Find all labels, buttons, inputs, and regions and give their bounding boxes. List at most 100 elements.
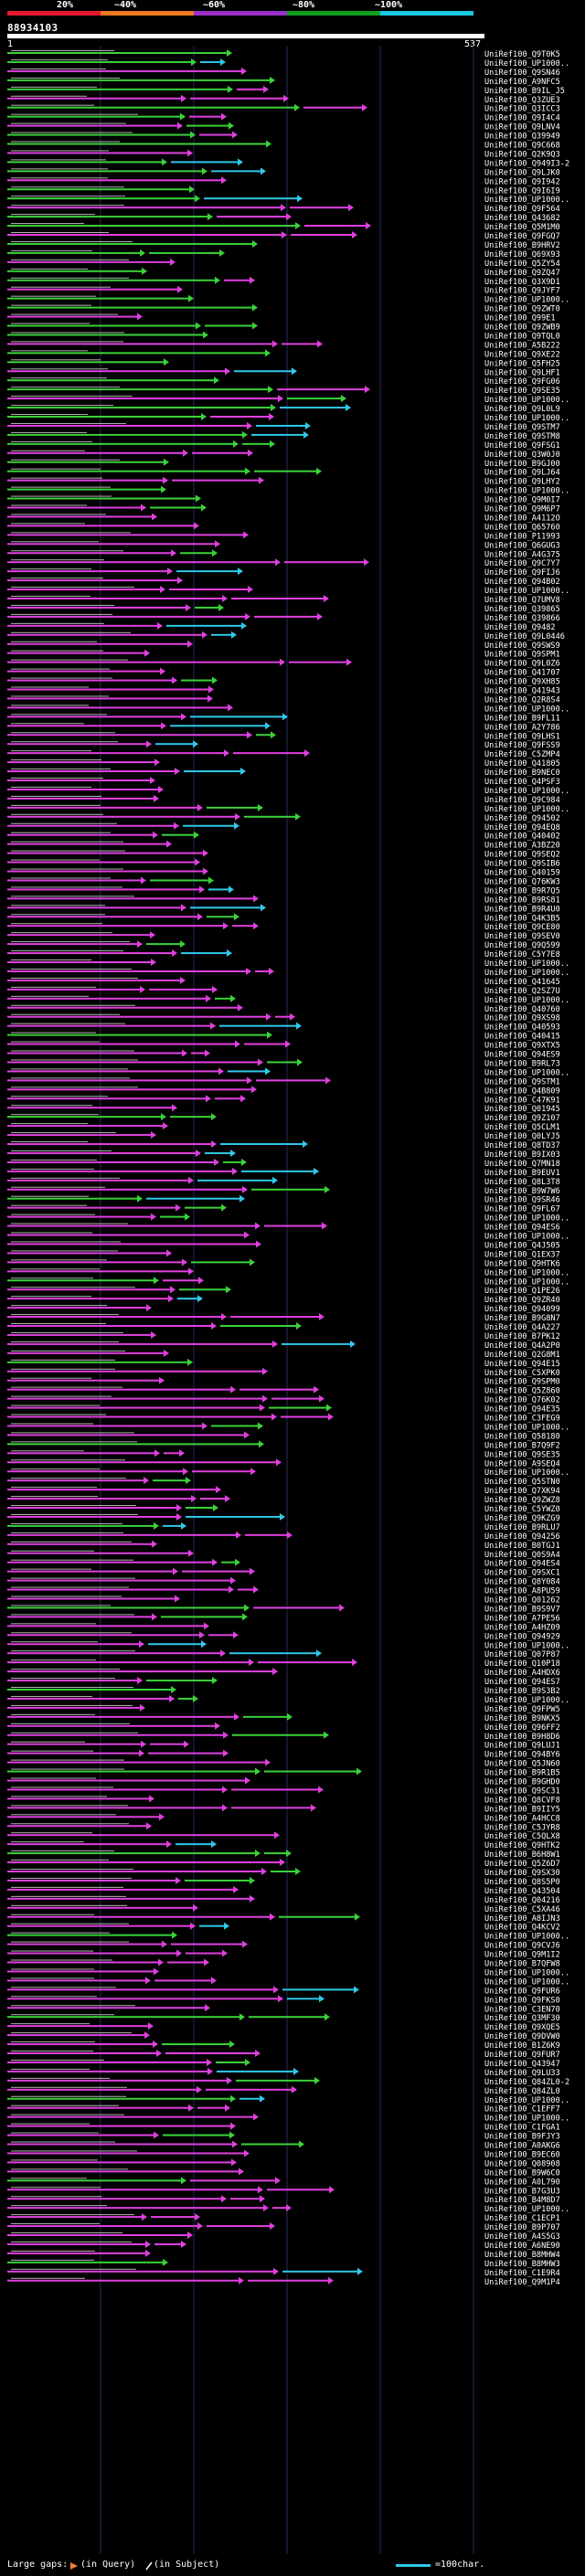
hit-row: UniRef100_C3EN70: [7, 2004, 560, 2014]
hit-arrow: [316, 467, 322, 475]
hit-label: UniRef100_UP1000..: [484, 296, 569, 305]
hit-bar: [7, 588, 160, 591]
hit-row: UniRef100_Q9L0Z6: [7, 658, 560, 669]
hit-row: UniRef100_UP1000..: [7, 294, 569, 305]
hit-bar: [7, 461, 164, 463]
hit-arrow: [180, 940, 186, 949]
hit-specks: [11, 1869, 133, 1870]
hit-bar: [7, 1507, 176, 1509]
hit-row: UniRef100_B9RLU7: [7, 1521, 560, 1532]
hit-label: UniRef100_Q76K02: [484, 1396, 560, 1405]
hit-extension: [281, 1415, 328, 1418]
hit-specks: [11, 1977, 94, 1979]
hit-arrow: [265, 349, 271, 357]
hit-label: UniRef100_UP1000..: [484, 1468, 569, 1478]
hit-arrow: [159, 1376, 165, 1384]
hit-specks: [11, 1996, 97, 1998]
hit-extension: [256, 1079, 325, 1082]
hit-arrow: [142, 267, 147, 275]
hit-row: UniRef100_Q84ZL0-2: [7, 2076, 569, 2087]
hit-bar: [7, 2061, 207, 2063]
hit-label: UniRef100_Q9ZQ47: [484, 269, 560, 278]
hit-arrow: [296, 1022, 302, 1030]
hit-bar: [7, 1897, 250, 1900]
hit-arrow: [235, 1040, 240, 1048]
hit-specks: [11, 1395, 112, 1397]
hit-row: UniRef100_B9H8D6: [7, 1731, 560, 1742]
hit-arrow: [218, 603, 224, 611]
hit-arrow: [319, 1995, 324, 2003]
hit-label: UniRef100_B9S3B2: [484, 1687, 560, 1696]
hit-row: UniRef100_Q69X93: [7, 249, 560, 260]
hit-specks: [11, 86, 97, 88]
hit-specks: [11, 1832, 92, 1834]
hit-specks: [11, 1850, 114, 1852]
hit-arrow: [172, 1931, 177, 1939]
hit-arrow: [159, 1813, 165, 1821]
hit-row: UniRef100_Q10P18: [7, 1659, 560, 1669]
hit-row: UniRef100_B9HRV2: [7, 239, 560, 250]
hit-bar: [7, 679, 172, 682]
hit-bar: [7, 343, 272, 345]
hit-arrow: [146, 740, 152, 748]
hit-arrow: [242, 1185, 248, 1193]
hit-specks: [11, 1168, 94, 1170]
hit-extension: [186, 1515, 280, 1518]
hit-arrow: [208, 685, 214, 694]
hit-arrow: [188, 294, 194, 302]
hit-arrow: [280, 1859, 285, 1867]
hit-arrow: [319, 1313, 324, 1321]
hit-row: UniRef100_Q94E15: [7, 1358, 560, 1369]
hit-specks: [11, 1678, 115, 1680]
hit-specks: [11, 631, 131, 633]
hit-label: UniRef100_Q9I4C4: [484, 114, 560, 123]
hit-extension: [217, 216, 286, 218]
hit-row: UniRef100_Q41805: [7, 758, 560, 769]
hit-label: UniRef100_C5JYR8: [484, 1823, 560, 1832]
hit-row: UniRef100_Q9JYF7: [7, 285, 560, 296]
hit-extension: [150, 506, 201, 509]
hit-label: UniRef100_Q2SZ7U: [484, 987, 560, 996]
hit-arrow: [227, 949, 232, 958]
hit-specks: [11, 732, 115, 734]
hit-arrow: [263, 2204, 269, 2212]
hit-row: UniRef100_Q43947: [7, 2058, 560, 2069]
hit-bar: [7, 69, 241, 72]
hit-row: UniRef100_B9RL73: [7, 1058, 560, 1068]
hit-label: UniRef100_Q9FKS0: [484, 1996, 560, 2005]
hit-arrow: [251, 1086, 257, 1094]
hit-specks: [11, 550, 123, 552]
hit-bar: [7, 260, 170, 263]
hit-specks: [11, 1786, 113, 1788]
hit-specks: [11, 1577, 135, 1579]
hit-specks: [11, 1041, 100, 1043]
hit-bar: [7, 534, 243, 536]
hit-arrow: [152, 1540, 157, 1548]
hit-arrow: [283, 94, 289, 102]
hit-row: UniRef100_Q40760: [7, 1003, 560, 1014]
range-end: 537: [464, 39, 482, 49]
hit-label: UniRef100_Q94BY6: [484, 1751, 560, 1760]
hit-bar: [7, 1215, 151, 1218]
hit-extension: [155, 743, 193, 746]
hit-bar: [7, 470, 245, 472]
hit-row: UniRef100_Q9FG06: [7, 376, 560, 387]
hit-label: UniRef100_B9IL_J5: [484, 87, 565, 96]
hit-specks: [11, 2132, 99, 2134]
hit-arrow: [352, 1659, 357, 1667]
hit-arrow: [170, 1286, 176, 1294]
hit-row: UniRef100_Q9LU33: [7, 2067, 560, 2078]
hit-row: UniRef100_B0TGJ1: [7, 1540, 560, 1551]
hit-specks: [11, 104, 94, 106]
hit-label: UniRef100_Q7XK94: [484, 1487, 560, 1496]
hit-extension: [253, 1606, 339, 1609]
hit-arrow: [238, 567, 243, 576]
hit-specks: [11, 2214, 134, 2216]
hit-label: UniRef100_Q94ES7: [484, 1678, 560, 1687]
hit-arrow: [239, 2276, 244, 2284]
hit-arrow: [181, 94, 186, 102]
hit-arrow: [297, 1058, 303, 1066]
hit-specks: [11, 686, 89, 688]
hit-arrow: [281, 204, 286, 212]
hit-extension: [197, 1179, 272, 1182]
